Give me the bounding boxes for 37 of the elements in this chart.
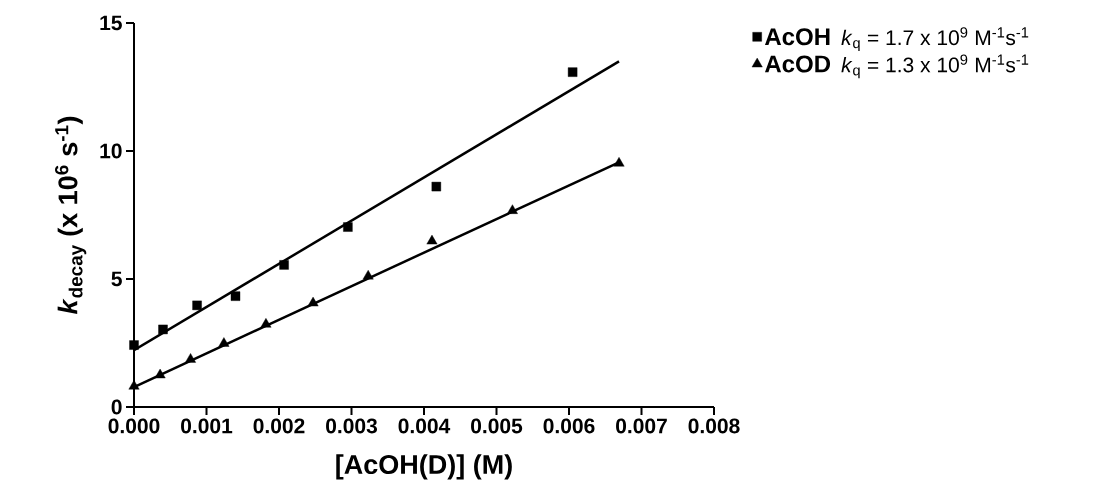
point (154, 368, 166, 379)
point (230, 291, 241, 301)
point (431, 181, 442, 192)
text: k$_{q}$ = 1.3 x 10$^{9}$ M$^{-1}$s$^{-1}$ (841, 54, 1029, 79)
x-tick-label: 0.004 (398, 418, 451, 434)
point (613, 157, 625, 167)
point (362, 269, 374, 280)
point (128, 380, 140, 390)
point (129, 340, 139, 350)
point (279, 260, 289, 270)
point (307, 296, 319, 307)
x-tick-label: 0.008 (688, 418, 740, 434)
y-tick-label: 10 (100, 143, 122, 159)
x-tick-label: 0.002 (253, 418, 305, 434)
point (218, 337, 230, 347)
y-tick-label: 5 (111, 271, 122, 287)
point (507, 204, 518, 214)
x-tick-label: 0.001 (181, 418, 233, 434)
y-tick-label: 15 (100, 15, 122, 31)
point (185, 353, 196, 363)
legend-label: AcOD (764, 55, 831, 73)
x-tick-label: 0.000 (108, 418, 160, 434)
text: k$_{q}$ = 1.7 x 10$^{9}$ M$^{-1}$s$^{-1}$ (841, 27, 1029, 52)
x-tick-label: 0.006 (543, 418, 595, 434)
point (343, 222, 353, 232)
point (567, 67, 578, 77)
point (260, 318, 272, 328)
point (426, 234, 438, 245)
point (192, 300, 202, 311)
x-tick-label: 0.007 (616, 418, 667, 434)
y-tick-label: 0 (111, 399, 122, 415)
x-axis-title: [AcOH(D)] (M) (336, 454, 512, 480)
x-tick-label: 0.003 (326, 418, 378, 434)
x-tick-label: 0.005 (471, 418, 523, 434)
point (158, 324, 168, 335)
y-axis-title: k$_{decay}$ (x 10$^{6}$ s$^{-1}$) (55, 116, 87, 315)
legend-label: AcOH (764, 28, 830, 46)
